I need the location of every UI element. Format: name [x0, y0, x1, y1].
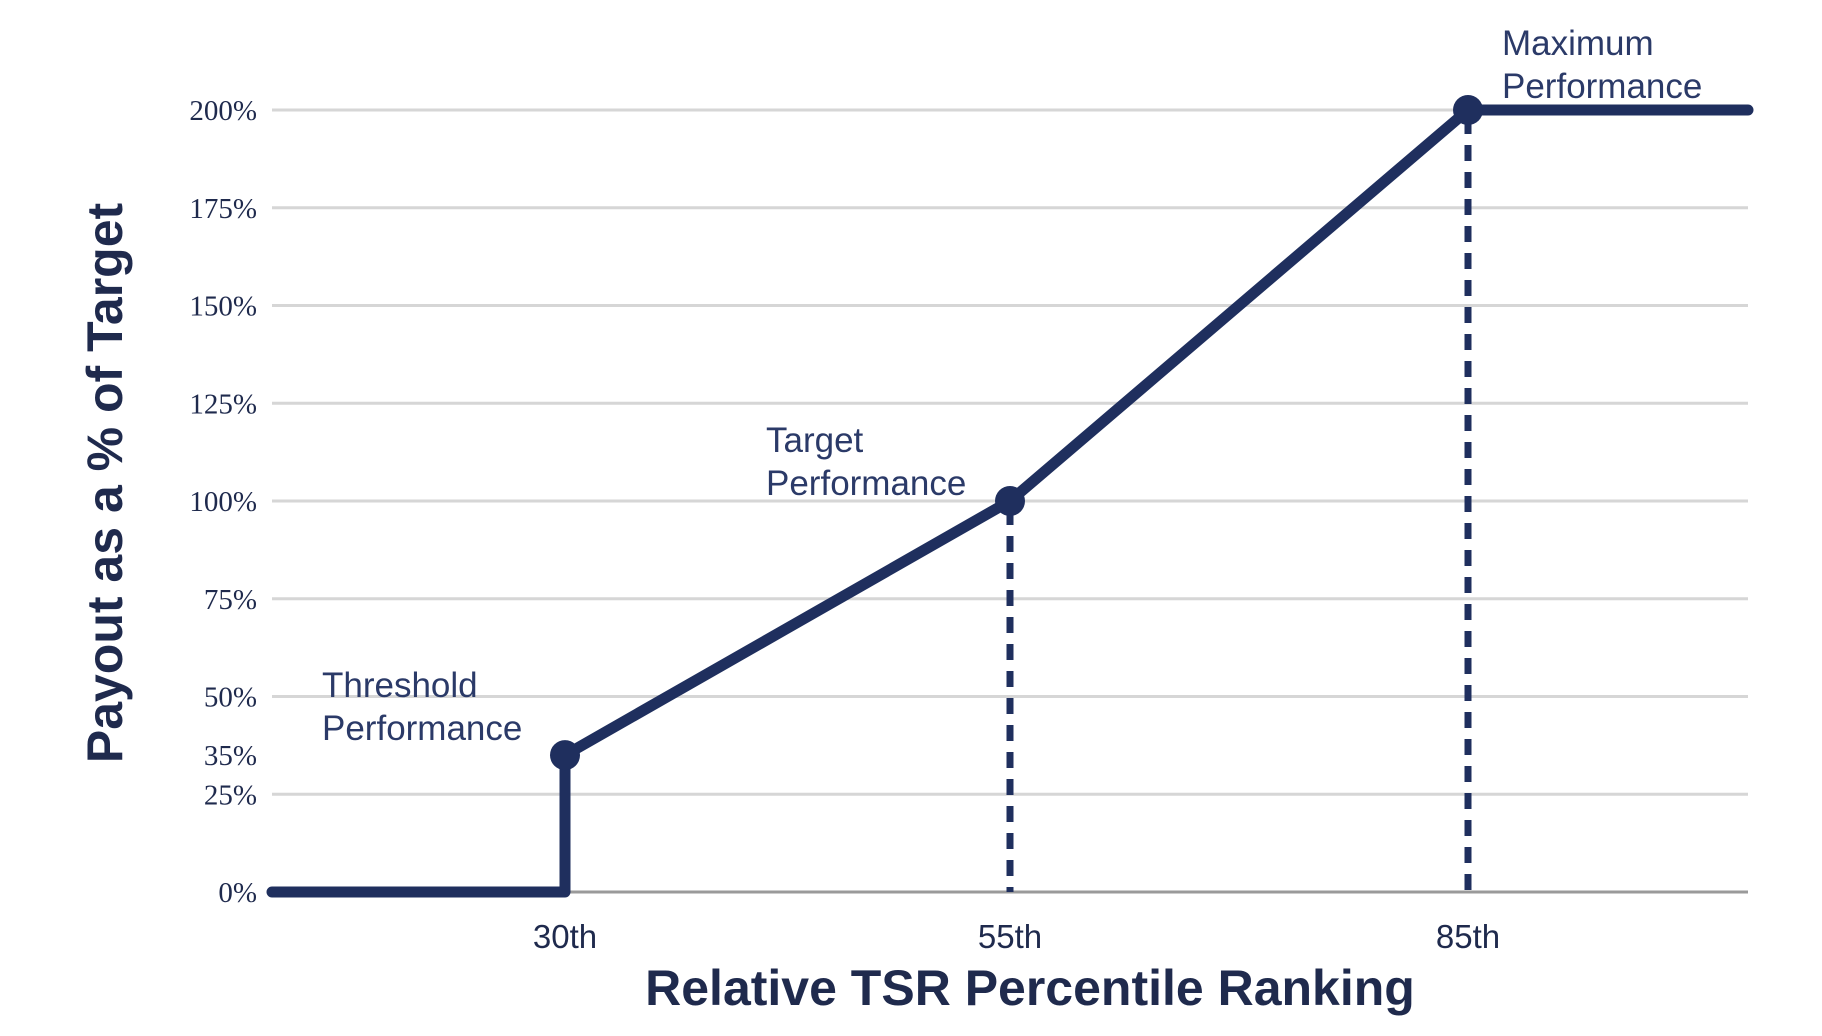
x-tick-label: 85th [1436, 918, 1500, 955]
dashed-drop-lines [1006, 118, 1472, 892]
x-axis-title: Relative TSR Percentile Ranking [645, 960, 1415, 1016]
y-tick-label: 35% [204, 740, 257, 772]
marker-points [550, 95, 1483, 771]
y-tick-label: 150% [189, 291, 257, 323]
annotation-line: Threshold [322, 666, 478, 705]
series-line-layer [266, 104, 1754, 898]
y-tick-label: 75% [204, 584, 257, 616]
annotation-line: Performance [1502, 67, 1702, 106]
y-tick-label: 50% [204, 682, 257, 714]
x-tick-labels: 30th 55th 85th [533, 918, 1500, 955]
x-tick-label: 55th [978, 918, 1042, 955]
y-tick-label: 175% [189, 193, 257, 225]
annotation-line: Performance [766, 464, 966, 503]
y-tick-label: 0% [218, 877, 257, 909]
y-tick-label: 100% [189, 486, 257, 518]
y-axis-title: Payout as a % of Target [77, 202, 133, 763]
y-tick-label: 200% [189, 95, 257, 127]
data-point-marker [550, 740, 580, 771]
annotation-line: Maximum [1502, 24, 1654, 63]
marker-annotation: Threshold Performance [322, 666, 522, 748]
annotation-line: Target [766, 421, 864, 460]
y-tick-label: 125% [189, 388, 257, 420]
x-tick-label: 30th [533, 918, 597, 955]
y-tick-label: 25% [204, 779, 257, 811]
annotation-line: Performance [322, 709, 522, 748]
marker-annotation: Target Performance [766, 421, 966, 503]
data-point-marker [1453, 95, 1483, 125]
series-line [266, 104, 1754, 898]
y-tick-labels: 0% 25% 35% 50% 75% 100% 125% 150% 175% 200% [189, 95, 257, 909]
data-point-marker [995, 486, 1025, 516]
marker-annotation: Maximum Performance [1502, 24, 1702, 106]
